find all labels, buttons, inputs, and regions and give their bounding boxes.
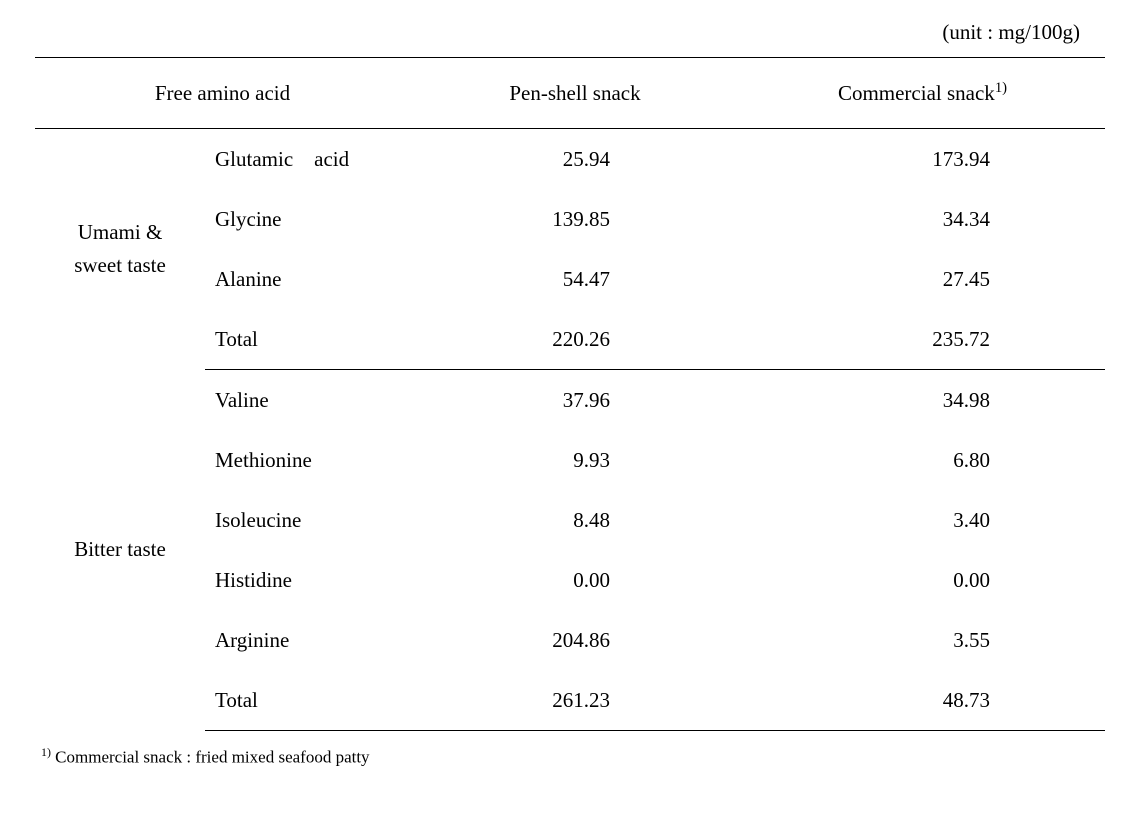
amino-acid-name: Histidine xyxy=(205,550,410,610)
amino-acid-table: Free amino acid Pen-shell snack Commerci… xyxy=(35,57,1105,731)
value-penshell: 25.94 xyxy=(410,129,740,190)
amino-acid-name: Total xyxy=(205,670,410,731)
col-header-commercial: Commercial snack1) xyxy=(740,58,1105,129)
amino-acid-name: Arginine xyxy=(205,610,410,670)
amino-acid-name: Alanine xyxy=(205,249,410,309)
value-commercial: 34.98 xyxy=(740,370,1105,431)
amino-acid-name: Methionine xyxy=(205,430,410,490)
table-body: Umami &sweet tasteGlutamic acid25.94173.… xyxy=(35,129,1105,731)
value-penshell: 9.93 xyxy=(410,430,740,490)
value-penshell: 54.47 xyxy=(410,249,740,309)
value-penshell: 204.86 xyxy=(410,610,740,670)
value-commercial: 235.72 xyxy=(740,309,1105,370)
amino-acid-name: Valine xyxy=(205,370,410,431)
value-penshell: 220.26 xyxy=(410,309,740,370)
value-penshell: 139.85 xyxy=(410,189,740,249)
unit-label: (unit : mg/100g) xyxy=(35,20,1105,45)
taste-group-label: Umami &sweet taste xyxy=(35,129,205,370)
table-header-row: Free amino acid Pen-shell snack Commerci… xyxy=(35,58,1105,129)
value-commercial: 34.34 xyxy=(740,189,1105,249)
value-penshell: 8.48 xyxy=(410,490,740,550)
footnote: 1) Commercial snack : fried mixed seafoo… xyxy=(35,731,1105,768)
value-commercial: 3.55 xyxy=(740,610,1105,670)
value-commercial: 27.45 xyxy=(740,249,1105,309)
value-commercial: 173.94 xyxy=(740,129,1105,190)
value-penshell: 0.00 xyxy=(410,550,740,610)
amino-acid-name: Glycine xyxy=(205,189,410,249)
amino-acid-name: Isoleucine xyxy=(205,490,410,550)
value-commercial: 6.80 xyxy=(740,430,1105,490)
value-commercial: 48.73 xyxy=(740,670,1105,731)
amino-acid-name: Total xyxy=(205,309,410,370)
amino-acid-name: Glutamic acid xyxy=(205,129,410,190)
col-header-penshell: Pen-shell snack xyxy=(410,58,740,129)
taste-group-label: Bitter taste xyxy=(35,370,205,731)
table-row: Umami &sweet tasteGlutamic acid25.94173.… xyxy=(35,129,1105,190)
page: (unit : mg/100g) Free amino acid Pen-she… xyxy=(0,0,1140,768)
value-commercial: 0.00 xyxy=(740,550,1105,610)
table-row: Bitter tasteValine37.9634.98 xyxy=(35,370,1105,431)
col-header-amino: Free amino acid xyxy=(35,58,410,129)
value-commercial: 3.40 xyxy=(740,490,1105,550)
value-penshell: 37.96 xyxy=(410,370,740,431)
value-penshell: 261.23 xyxy=(410,670,740,731)
